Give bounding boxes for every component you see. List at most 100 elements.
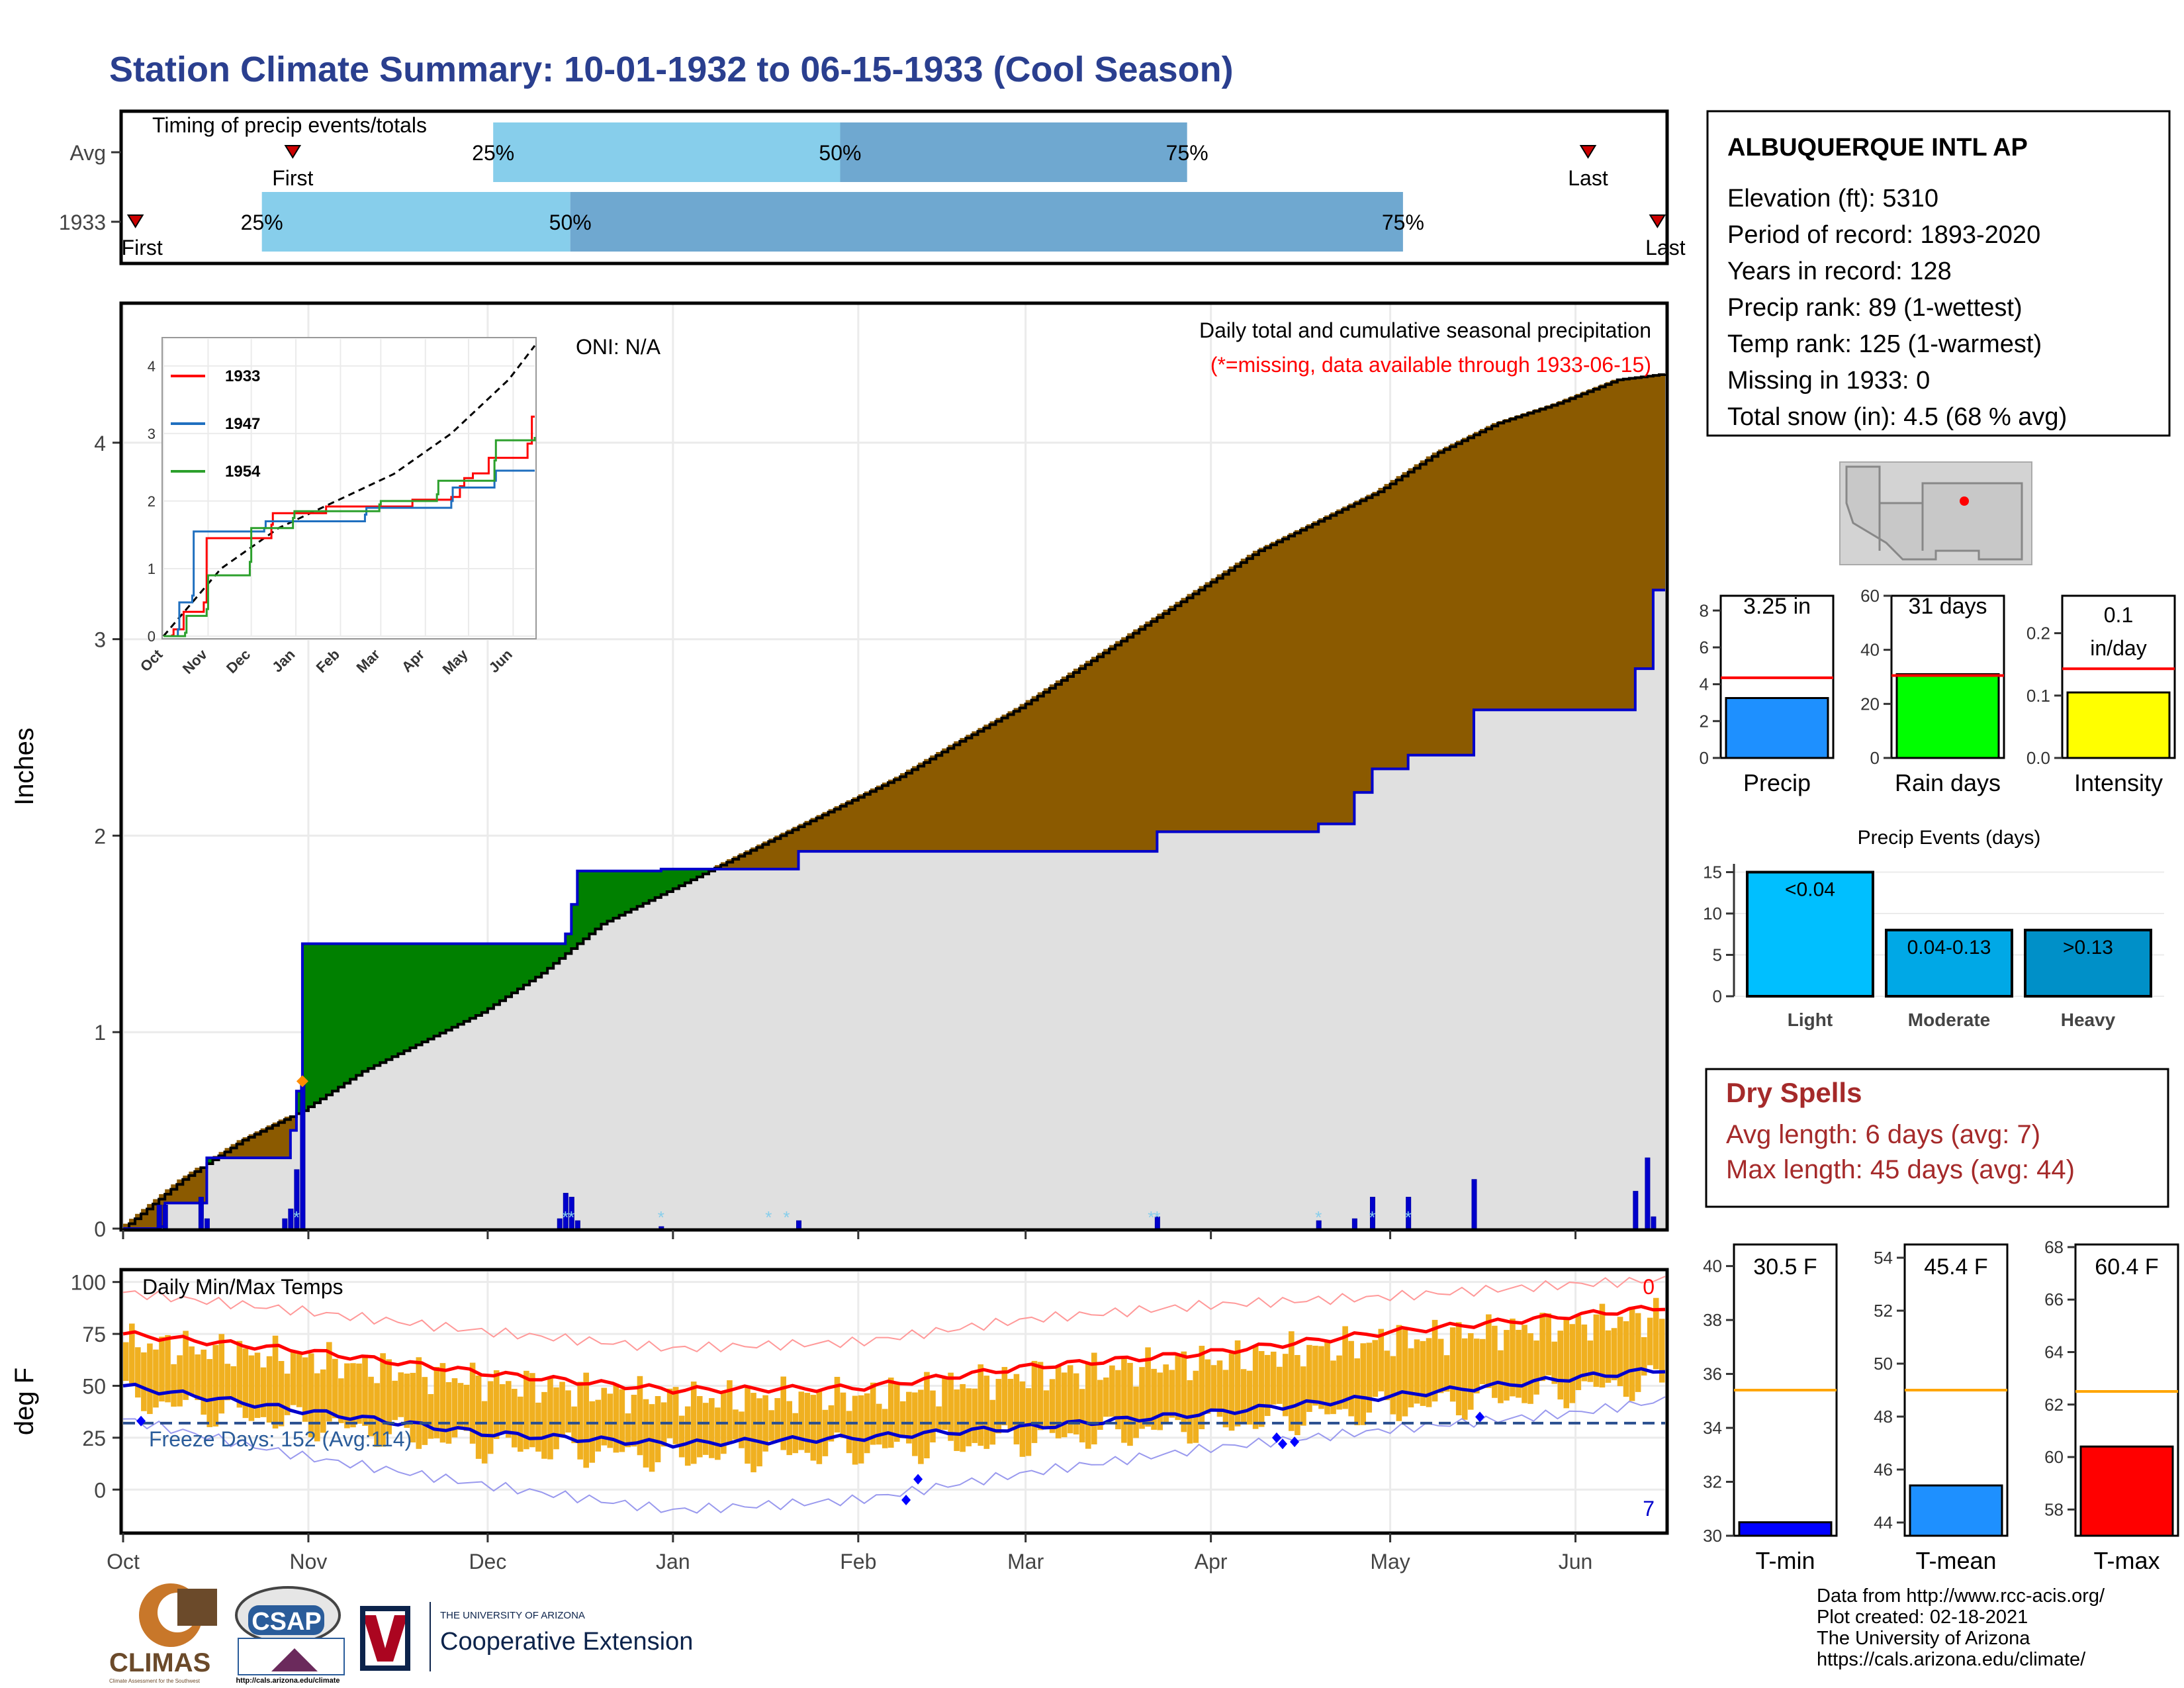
temp-daily-bar [565, 1390, 571, 1433]
month-label: Nov [290, 1550, 328, 1573]
temp-daily-bar [1043, 1390, 1050, 1427]
timing-row-label: 1933 [59, 211, 106, 234]
temp-daily-bar [792, 1413, 799, 1454]
temp-daily-bar [1617, 1317, 1623, 1386]
record-highs-count: 0 [1643, 1275, 1655, 1299]
temp-daily-bar [1246, 1370, 1253, 1425]
inset-legend-label: 1933 [225, 367, 260, 385]
temp-daily-bar [822, 1409, 829, 1456]
dry-spells-max: Max length: 45 days (avg: 44) [1726, 1155, 2075, 1184]
temp-daily-bar [320, 1369, 326, 1433]
events-category-label: Heavy [2061, 1009, 2116, 1030]
temp-daily-bar [1264, 1354, 1271, 1417]
temp-daily-bar [739, 1411, 745, 1448]
rain-days-stat-ytick-label: 20 [1860, 694, 1880, 714]
temp-daily-bar [1210, 1365, 1217, 1409]
temp-daily-bar [1486, 1314, 1492, 1388]
missing-day-marker: * [568, 1207, 574, 1227]
temp-daily-bar [966, 1388, 972, 1446]
temp-daily-bar [960, 1383, 966, 1452]
temp-daily-bar [1109, 1365, 1115, 1417]
tmin-stat-ytick-label: 40 [1703, 1256, 1722, 1276]
temp-daily-bar [248, 1355, 255, 1421]
temp-daily-bar [1222, 1370, 1229, 1428]
tmean-stat-ytick-label: 46 [1874, 1460, 1893, 1479]
temp-daily-bar [912, 1392, 918, 1456]
temp-daily-bar [1234, 1340, 1241, 1427]
timing-title: Timing of precip events/totals [152, 113, 427, 137]
temp-daily-bar [1396, 1325, 1402, 1421]
daily-precip-bar [162, 1204, 168, 1229]
temp-daily-bar [338, 1378, 344, 1423]
temp-daily-bar [260, 1367, 267, 1417]
events-bar-label: >0.13 [2063, 937, 2113, 959]
temp-daily-bar [887, 1378, 894, 1448]
temp-daily-bar [762, 1395, 768, 1452]
temp-daily-bar [141, 1352, 147, 1411]
deficit-area [123, 373, 1665, 1229]
month-label: Jun [1559, 1550, 1593, 1573]
temp-daily-bar [768, 1410, 774, 1441]
temp-daily-bar [1372, 1340, 1379, 1397]
temp-daily-bar [1569, 1324, 1576, 1403]
temp-daily-bar [571, 1406, 577, 1444]
events-bar-label: 0.04-0.13 [1907, 937, 1991, 959]
temp-daily-bar [1492, 1325, 1498, 1398]
temp-daily-bar [350, 1363, 356, 1428]
timing-last-label: Last [1568, 166, 1608, 190]
temp-daily-bar [1031, 1360, 1038, 1443]
daily-precip-bar [574, 1220, 580, 1229]
temp-daily-bar [804, 1393, 811, 1453]
precip-stat-title: Precip [1743, 769, 1811, 796]
csap-logo: CSAP http://cals.arizona.edu/climate [235, 1586, 345, 1685]
inset-series-avg [162, 345, 536, 637]
timing-quartile-label: 75% [1166, 141, 1208, 165]
csap-logo-text: CSAP [251, 1608, 322, 1636]
temp-daily-bar [481, 1401, 488, 1464]
temp-daily-bar [1563, 1317, 1570, 1409]
temp-daily-bar [1533, 1340, 1539, 1395]
temp-daily-bar [751, 1393, 756, 1473]
current-cumulative-line [123, 588, 1665, 1230]
temp-daily-bar [989, 1399, 996, 1445]
temp-daily-bar [1443, 1355, 1450, 1392]
temp-daily-bar [1169, 1370, 1175, 1418]
temp-daily-bar [840, 1392, 846, 1438]
temp-daily-bar [1300, 1366, 1306, 1426]
temp-daily-bar [1629, 1308, 1635, 1401]
events-ytick-label: 10 [1703, 904, 1722, 923]
temp-daily-bar [1510, 1318, 1516, 1397]
temp-daily-bar [1455, 1322, 1462, 1416]
locator-map [1839, 461, 2032, 565]
tmean-stat-ytick-label: 50 [1874, 1354, 1893, 1374]
temp-daily-bar [595, 1399, 602, 1452]
daily-precip-bar [156, 1204, 162, 1229]
temp-daily-bar [278, 1361, 285, 1427]
temp-daily-bar [1067, 1365, 1073, 1434]
tmax-stat-ytick-label: 62 [2044, 1395, 2064, 1415]
temp-daily-bar [559, 1382, 565, 1436]
temp-daily-bar [451, 1378, 458, 1438]
tmean-stat-ytick-label: 52 [1874, 1301, 1893, 1321]
temp-daily-bar [386, 1359, 392, 1434]
precip-frame [119, 301, 1669, 1232]
tmax-stat-ytick-label: 66 [2044, 1289, 2064, 1309]
missing-day-marker: * [1405, 1207, 1412, 1227]
tmean-stat-ytick-label: 54 [1874, 1248, 1893, 1268]
temp-daily-bar [1127, 1362, 1133, 1446]
temp-ytick-label: 75 [82, 1323, 106, 1346]
month-label: Mar [1007, 1550, 1044, 1573]
inset-ytick-label: 2 [148, 493, 156, 510]
events-ytick-label: 15 [1703, 863, 1722, 882]
temp-daily-bar [1133, 1386, 1139, 1438]
temp-daily-bar [212, 1344, 219, 1427]
temp-daily-bar [870, 1382, 876, 1445]
temp-ylabel: deg F [10, 1368, 39, 1435]
month-label: Jan [656, 1550, 690, 1573]
temp-daily-bar [177, 1355, 183, 1407]
temp-daily-bar [541, 1391, 547, 1459]
rain-days-stat-ytick-label: 60 [1860, 586, 1880, 606]
temp-daily-bar [774, 1398, 780, 1442]
tmax-stat-ytick-label: 68 [2044, 1237, 2064, 1257]
events-title: Precip Events (days) [1858, 827, 2041, 849]
